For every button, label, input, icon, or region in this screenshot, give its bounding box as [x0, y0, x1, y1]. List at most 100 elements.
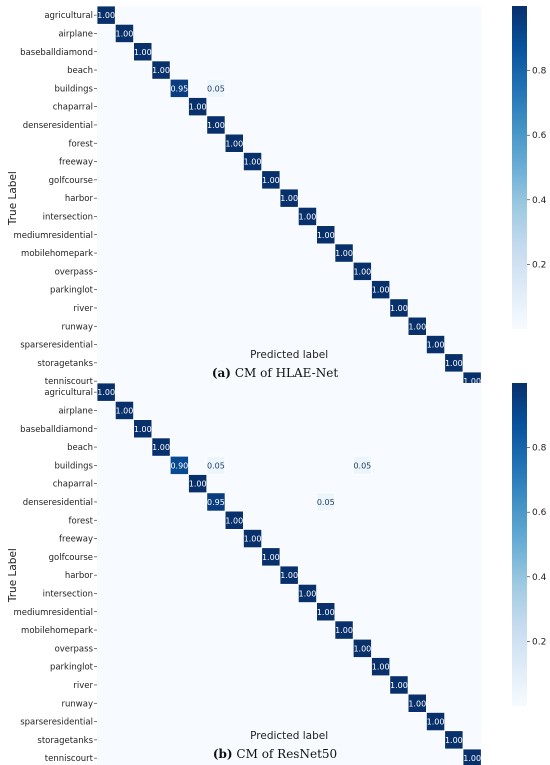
y-tick-label: buildings — [55, 84, 94, 94]
cell-value-label: 1.00 — [225, 139, 243, 148]
hlae-net-confusion-matrix: agricultural airplane baseballdiamond beach… — [7, 5, 547, 414]
y-tick-label: overpass — [55, 267, 94, 277]
heatmap-cell — [224, 133, 244, 153]
heatmap-cell — [114, 400, 135, 420]
y-tick-label: intersection — [43, 589, 93, 599]
heatmap-cell — [444, 353, 464, 373]
heatmap-cell — [316, 602, 336, 622]
cell-value-label: 1.00 — [134, 48, 152, 57]
y-tick-label: golfcourse — [49, 176, 93, 186]
y-tick-label: tenniscourt — [45, 754, 94, 764]
cell-value-label: 1.00 — [116, 406, 134, 415]
heatmap-cell — [242, 151, 263, 172]
cell-value-label: 1.00 — [280, 571, 298, 580]
cell-value-label: 1.00 — [225, 516, 243, 525]
x-axis-label: Predicted label — [250, 730, 328, 742]
cell-value-label: 1.00 — [353, 644, 371, 653]
colorbar — [512, 6, 527, 329]
cell-value-label: 0.95 — [170, 84, 188, 93]
heatmap-cell — [352, 638, 372, 658]
heatmap-cell — [206, 492, 226, 512]
heatmap-cell — [444, 730, 464, 750]
cell-value-label: 1.00 — [189, 103, 207, 112]
colorbar-tick-label: 0.2 — [532, 637, 546, 647]
heatmap-cell — [224, 510, 244, 530]
y-tick-label: sparseresidential — [20, 718, 93, 728]
heatmap-cell — [334, 243, 354, 263]
caption-b: (b) CM of ResNet50 — [0, 747, 550, 761]
y-tick-label: mediumresidential — [13, 608, 93, 618]
cell-value-label: 1.00 — [427, 718, 445, 727]
heatmap-cell — [316, 225, 336, 245]
heatmap-cell — [352, 455, 372, 475]
y-tick-label: harbor — [65, 194, 94, 204]
heatmap-cell — [151, 60, 171, 80]
y-tick-label: runway — [62, 699, 93, 709]
heatmap-cell — [407, 693, 427, 713]
heatmap-cell — [206, 115, 226, 135]
heatmap-cell — [279, 188, 299, 208]
colorbar-tick-label: 0.2 — [532, 260, 546, 270]
heatmap-cell — [169, 78, 189, 98]
cell-value-label: 1.00 — [317, 231, 335, 240]
heatmap-cell — [425, 712, 446, 732]
heatmap-cell — [188, 97, 208, 117]
colorbar-tick-label: 0.4 — [532, 196, 547, 206]
cell-value-label: 1.00 — [299, 212, 317, 221]
y-tick-label: mobilehomepark — [21, 626, 93, 636]
heatmap-cell — [206, 455, 226, 475]
y-axis-label: True Label — [7, 548, 19, 603]
cell-value-label: 1.00 — [445, 736, 463, 745]
cell-value-label: 1.00 — [280, 194, 298, 203]
cell-value-label: 1.00 — [244, 158, 262, 167]
colorbar — [512, 383, 527, 706]
heatmap-cell — [352, 261, 372, 281]
y-tick-label: beach — [67, 66, 93, 76]
y-tick-label: airplane — [58, 29, 93, 39]
y-tick-label: overpass — [55, 644, 94, 654]
heatmap-cell — [334, 620, 354, 640]
heatmap-cell — [151, 437, 171, 457]
heatmap-cell — [279, 565, 299, 585]
heatmap-cell — [133, 419, 153, 439]
cell-value-label: 1.00 — [152, 66, 170, 75]
y-tick-label: mobilehomepark — [21, 249, 93, 259]
y-tick-label: intersection — [43, 212, 93, 222]
resnet50-confusion-matrix: agricultural airplane baseballdiamond beach… — [7, 382, 547, 765]
y-tick-label: mediumresidential — [13, 231, 93, 241]
heatmap-cell — [371, 657, 391, 677]
cell-value-label: 1.00 — [372, 663, 390, 672]
y-axis-label: True Label — [7, 171, 19, 226]
caption-b-text: CM of ResNet50 — [236, 747, 338, 761]
cell-value-label: 1.00 — [116, 29, 134, 38]
heatmap-cell — [389, 675, 409, 695]
heatmap-cell — [297, 583, 317, 603]
heatmap-cell — [188, 474, 208, 494]
cell-value-label: 1.00 — [390, 304, 408, 313]
cell-value-label: 0.05 — [207, 84, 225, 93]
cell-value-label: 1.00 — [463, 754, 481, 763]
cell-value-label: 1.00 — [244, 535, 262, 544]
y-tick-label: baseballdiamond — [20, 48, 93, 58]
cell-value-label: 1.00 — [207, 121, 225, 130]
y-tick-label: tenniscourt — [45, 377, 94, 387]
x-axis-label: Predicted label — [250, 349, 328, 361]
cell-value-label: 0.90 — [170, 461, 188, 470]
cell-value-label: 1.00 — [463, 377, 481, 386]
cell-value-label: 1.00 — [335, 626, 353, 635]
heatmap-cell — [425, 334, 446, 355]
colorbar-tick-label: 0.8 — [532, 444, 547, 454]
heatmap-cell — [133, 42, 153, 62]
colorbar-tick-label: 0.4 — [532, 573, 547, 583]
cell-value-label: 1.00 — [262, 553, 280, 562]
cell-value-label: 1.00 — [299, 589, 317, 598]
y-tick-label: beach — [67, 443, 93, 453]
heatmap-cell — [169, 455, 189, 475]
heatmap-cell — [96, 5, 116, 25]
y-tick-label: denseresidential — [23, 121, 93, 131]
heatmap-cell — [389, 298, 409, 318]
cell-value-label: 1.00 — [408, 322, 426, 331]
y-tick-label: parkinglot — [50, 663, 94, 673]
cell-value-label: 1.00 — [262, 176, 280, 185]
